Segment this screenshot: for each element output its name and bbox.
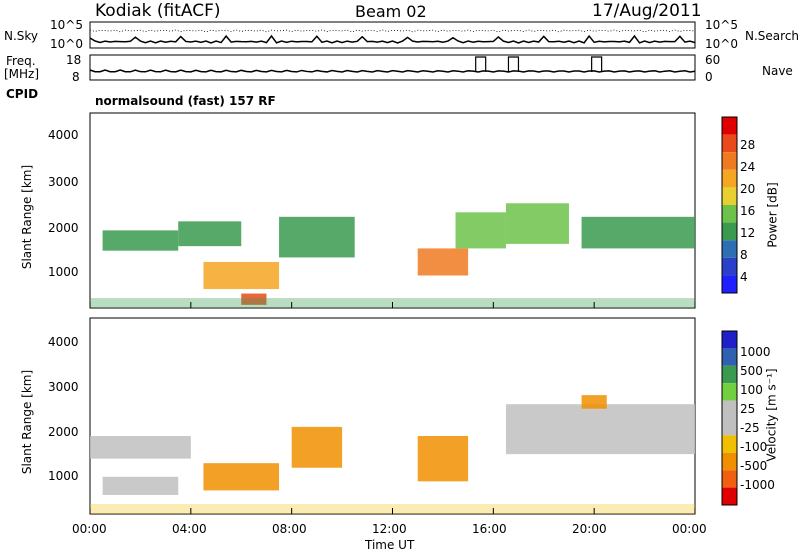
- power-patch-8: [581, 216, 695, 249]
- nsky-label: N.Sky: [4, 29, 39, 43]
- velocity-patch-1: [102, 476, 179, 495]
- velocity-cbtick-1000: 1000: [740, 345, 771, 359]
- velocity-colorbar-seg-9: [722, 487, 737, 505]
- freq-line: [89, 69, 696, 73]
- velocity-cbtick-m1000: -1000: [740, 478, 775, 492]
- power-patch-7: [505, 203, 569, 244]
- power-patch-6: [455, 212, 506, 249]
- power-cbtick-8: 8: [740, 248, 748, 262]
- power-ytick-4000: 4000: [48, 128, 79, 142]
- nave-tick-top: 60: [705, 53, 721, 67]
- nsky-line: [89, 34, 696, 44]
- velocity-patch-4: [417, 435, 469, 482]
- power-patch-1: [178, 221, 242, 247]
- velocity-colorbar-seg-7: [722, 452, 737, 471]
- nsky-panel-frame: [89, 21, 696, 49]
- power-colorbar-seg-6: [722, 222, 737, 241]
- power-patch-3: [241, 293, 267, 305]
- nave-tick-bottom: 0: [705, 70, 713, 84]
- plot-graphics: [89, 21, 738, 515]
- power-cbtick-20: 20: [740, 182, 756, 196]
- power-patch-4: [279, 216, 355, 258]
- velocity-colorbar-seg-1: [722, 348, 737, 366]
- velocity-ytick-4000: 4000: [48, 335, 79, 349]
- nsearch-line: [89, 29, 696, 33]
- power-panel-frame: [89, 112, 696, 309]
- nsky-tick-bottom: 10^0: [50, 37, 83, 51]
- velocity-colorbar-seg-3: [722, 383, 737, 401]
- velocity-colorbar-seg-5: [722, 418, 737, 436]
- power-cbtick-24: 24: [740, 160, 756, 174]
- xtick-1: 04:00: [172, 522, 207, 536]
- velocity-ytick-1000: 1000: [48, 469, 79, 483]
- velocity-patch-6: [581, 395, 607, 409]
- velocity-colorbar-frame: [721, 330, 738, 506]
- freq-label: Freq.: [6, 54, 36, 68]
- velocity-ytick-3000: 3000: [48, 380, 79, 394]
- nave-step-2: [591, 56, 603, 72]
- xtick-5: 20:00: [572, 522, 607, 536]
- power-cbtick-12: 12: [740, 226, 756, 240]
- velocity-ytick-2000: 2000: [48, 425, 79, 439]
- xtick-2: 08:00: [272, 522, 307, 536]
- cpid-mode-text: normalsound (fast) 157 RF: [95, 94, 276, 108]
- power-cbtick-28: 28: [740, 138, 756, 152]
- velocity-cbtick-m25: -25: [740, 421, 760, 435]
- nave-label: Nave: [762, 64, 793, 78]
- power-colorbar-seg-8: [722, 257, 737, 276]
- power-cbtick-16: 16: [740, 204, 756, 218]
- chart-title: Kodiak (fitACF): [95, 1, 221, 21]
- power-colorbar-seg-7: [722, 240, 737, 258]
- cpid-label: CPID: [6, 87, 39, 101]
- velocity-cbtick-500: 500: [740, 364, 763, 378]
- xtick-3: 12:00: [372, 522, 407, 536]
- nsearch-tick-top: 10^5: [705, 18, 738, 32]
- velocity-patch-0: [90, 435, 191, 459]
- power-ytick-1000: 1000: [48, 265, 79, 279]
- velocity-cbtick-m500: -500: [740, 459, 768, 473]
- xtick-4: 16:00: [472, 522, 507, 536]
- power-cbtick-4: 4: [740, 270, 748, 284]
- freq-unit-label: [MHz]: [4, 67, 40, 81]
- power-colorbar-seg-5: [722, 205, 737, 223]
- velocity-cbtick-100: 100: [740, 383, 763, 397]
- power-colorbar-seg-9: [722, 275, 737, 293]
- xtick-0: 00:00: [72, 522, 107, 536]
- velocity-colorbar-seg-6: [722, 435, 737, 453]
- freq-tick-top: 18: [66, 53, 82, 67]
- velocity-colorbar-seg-8: [722, 470, 737, 488]
- velocity-colorbar-seg-2: [722, 365, 737, 384]
- power-ytick-3000: 3000: [48, 175, 79, 189]
- power-colorbar-seg-3: [722, 169, 737, 188]
- velocity-patch-2: [203, 463, 280, 491]
- nsearch-label: N.Search: [745, 29, 800, 43]
- nsearch-tick-bottom: 10^0: [705, 37, 738, 51]
- power-colorbar-seg-1: [722, 134, 737, 153]
- power-colorbar-seg-4: [722, 187, 737, 205]
- date-label: 17/Aug/2011: [592, 1, 702, 21]
- power-ytick-2000: 2000: [48, 221, 79, 235]
- nave-step-1: [507, 56, 520, 72]
- velocity-cbtick-25: 25: [740, 402, 756, 416]
- velocity-cbtick-m100: -100: [740, 440, 768, 454]
- beam-label: Beam 02: [355, 2, 427, 21]
- power-patch-2: [203, 261, 280, 290]
- velocity-patch-3: [291, 426, 343, 468]
- nsky-tick-top: 10^5: [50, 18, 83, 32]
- power-colorbar-seg-2: [722, 152, 737, 170]
- xtick-6: 00:00: [672, 522, 707, 536]
- velocity-colorbar-seg-0: [722, 331, 737, 349]
- power-colorbar-seg-0: [722, 117, 737, 135]
- velocity-patch-5: [505, 404, 695, 455]
- power-colorbar-frame: [721, 116, 738, 294]
- power-patch-0: [102, 230, 179, 251]
- xaxis-label: Time UT: [365, 538, 415, 552]
- nave-step-0: [475, 56, 487, 72]
- power-patch-5: [417, 248, 469, 276]
- freq-tick-bottom: 8: [72, 70, 80, 84]
- velocity-colorbar-seg-4: [722, 400, 737, 418]
- freq-panel-frame: [89, 54, 696, 81]
